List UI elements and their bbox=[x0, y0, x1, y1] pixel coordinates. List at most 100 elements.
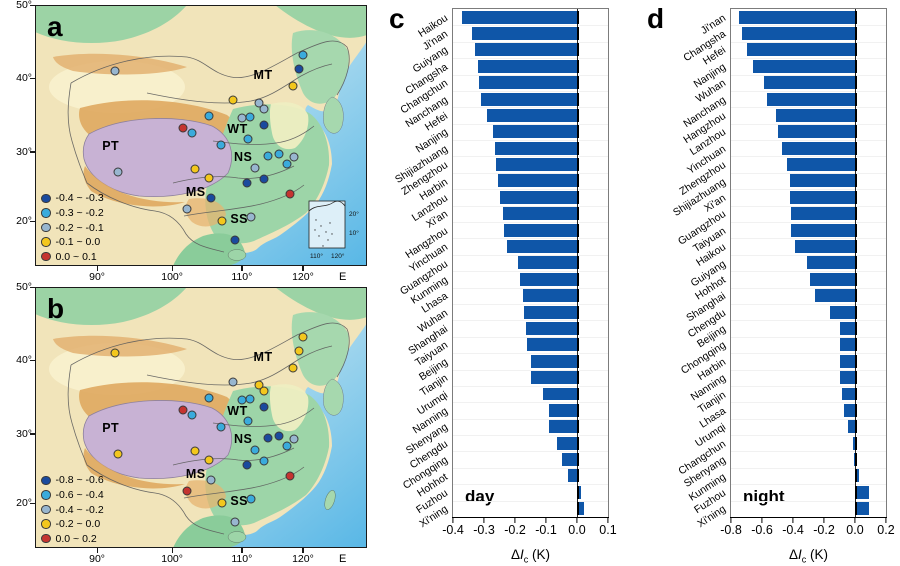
legend-swatch-icon bbox=[41, 519, 51, 529]
row-gridline bbox=[453, 353, 608, 355]
region-label-ss: SS bbox=[230, 212, 249, 227]
row-gridline bbox=[453, 156, 608, 158]
svg-text:10°: 10° bbox=[349, 229, 359, 237]
bar-hangzhou bbox=[504, 223, 579, 237]
bar-hefei bbox=[746, 43, 857, 57]
bar-nanning bbox=[549, 403, 579, 417]
x-tick-label: -0.2 bbox=[813, 523, 835, 537]
x-tick bbox=[576, 518, 578, 523]
map-dot-chengdu bbox=[190, 164, 200, 174]
map-dot-nanning bbox=[217, 498, 227, 508]
map-dot-hefei bbox=[263, 433, 273, 443]
map-dot-nanjing bbox=[274, 431, 284, 441]
row-gridline bbox=[453, 435, 608, 437]
bar-hangzhou bbox=[775, 108, 857, 122]
lon-tick bbox=[302, 548, 304, 553]
lon-tick-label: 100° bbox=[161, 271, 183, 283]
row-gridline bbox=[453, 336, 608, 338]
legend-swatch-icon bbox=[41, 222, 51, 233]
map-dot-beijing bbox=[254, 380, 264, 390]
x-tick bbox=[545, 518, 547, 523]
map-panel-day: 20° 10° 110° 120° a MT WT PT NS MS SS -0.4 ~ -0.3… bbox=[16, 0, 367, 283]
legend-label: -0.3 ~ -0.2 bbox=[55, 206, 104, 219]
map-dot-wuhan bbox=[250, 445, 260, 455]
map-dot-jinan bbox=[259, 120, 269, 130]
x-tick bbox=[792, 518, 794, 523]
row-gridline bbox=[453, 238, 608, 240]
bar-haikou bbox=[794, 240, 857, 253]
bar-guangzhou bbox=[791, 207, 857, 221]
legend-label: 0.0 ~ 0.2 bbox=[55, 532, 97, 545]
x-tick bbox=[607, 518, 609, 523]
row-gridline bbox=[731, 402, 886, 404]
x-axis-line bbox=[730, 516, 887, 518]
row-gridline bbox=[453, 222, 608, 224]
legend-label: -0.2 ~ -0.1 bbox=[55, 221, 104, 234]
x-tick-label: -0.6 bbox=[751, 523, 773, 537]
bar-chongqing bbox=[561, 453, 579, 467]
bar-nanchang bbox=[766, 92, 857, 106]
map-dot-yinchuan bbox=[204, 393, 214, 403]
map-dot-shanghai bbox=[289, 152, 299, 162]
map-dot-urumqi bbox=[110, 348, 120, 358]
lon-tick bbox=[241, 548, 243, 553]
bar-shenyang bbox=[854, 453, 858, 467]
legend-label: -0.6 ~ -0.4 bbox=[55, 488, 104, 501]
legend-swatch-icon bbox=[41, 251, 51, 262]
row-gridline bbox=[731, 238, 886, 240]
lat-tick-label: 50° bbox=[16, 0, 32, 11]
map-dot-changsha bbox=[242, 460, 252, 470]
x-tick-label: -0.1 bbox=[535, 523, 557, 537]
bar-hefei bbox=[487, 108, 579, 122]
legend-row: -0.2 ~ -0.1 bbox=[41, 220, 104, 235]
bar-harbin bbox=[839, 354, 857, 368]
bar-chengdu bbox=[556, 436, 579, 450]
map-dot-hohhot bbox=[228, 377, 238, 387]
bar-changchun bbox=[853, 436, 857, 450]
legend-swatch-icon bbox=[41, 504, 51, 515]
lon-tick bbox=[241, 266, 243, 271]
row-gridline bbox=[731, 287, 886, 289]
row-gridline bbox=[453, 90, 608, 92]
svg-text:110°: 110° bbox=[310, 252, 323, 260]
row-gridline bbox=[453, 25, 608, 27]
x-axis-line bbox=[452, 516, 609, 518]
map-dot-harbin bbox=[298, 50, 308, 60]
row-gridline bbox=[731, 90, 886, 92]
row-gridline bbox=[731, 271, 886, 273]
bar-urumqi bbox=[848, 420, 857, 434]
lat-tick bbox=[30, 433, 35, 435]
map-dot-nanjing bbox=[274, 149, 284, 159]
legend-row: 0.0 ~ 0.1 bbox=[41, 249, 104, 264]
row-gridline bbox=[731, 222, 886, 224]
map-dot-lanzhou bbox=[187, 410, 197, 420]
map-dot-fuzhou bbox=[285, 471, 295, 481]
map-dot-taiyuan bbox=[237, 395, 247, 405]
lat-tick bbox=[30, 77, 35, 79]
panel-letter-b: b bbox=[47, 293, 65, 324]
row-gridline bbox=[453, 418, 608, 420]
region-label-mt: MT bbox=[253, 67, 273, 82]
lat-tick bbox=[30, 286, 35, 288]
bar-urumqi bbox=[542, 387, 579, 401]
x-tick bbox=[854, 518, 856, 523]
region-label-ms: MS bbox=[185, 184, 206, 199]
map-dot-nanning bbox=[217, 216, 227, 226]
lon-tick bbox=[96, 266, 98, 271]
map-dot-chongqing bbox=[204, 173, 214, 183]
row-gridline bbox=[453, 41, 608, 43]
x-tick-label: -0.2 bbox=[504, 523, 526, 537]
row-gridline bbox=[731, 205, 886, 207]
map-dot-shenyang bbox=[288, 363, 298, 373]
panel-letter-c: c bbox=[389, 3, 405, 34]
x-tick-label: -0.8 bbox=[720, 523, 742, 537]
row-gridline bbox=[453, 385, 608, 387]
lon-tick bbox=[171, 266, 173, 271]
legend-swatch-icon bbox=[41, 193, 51, 204]
region-label-wt: WT bbox=[227, 121, 248, 136]
bar-jinan bbox=[471, 26, 579, 40]
map-dot-hangzhou bbox=[282, 441, 292, 451]
bar-chongqing bbox=[839, 338, 857, 352]
x-axis-title-c: ΔIc (K) bbox=[510, 547, 551, 565]
